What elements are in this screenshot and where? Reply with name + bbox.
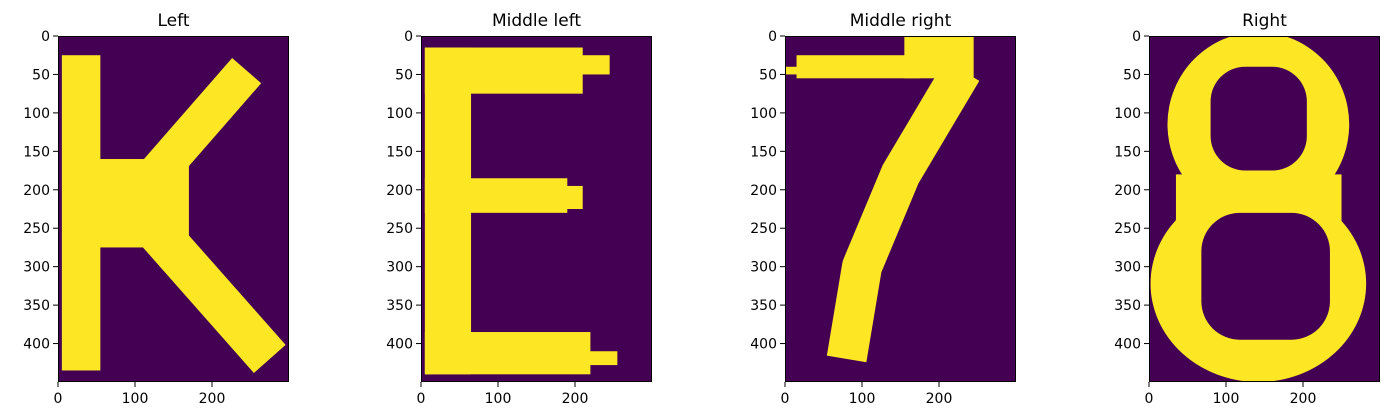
y-tick-label: 50	[395, 67, 413, 83]
y-tick-label: 350	[750, 298, 777, 314]
glyph-hole	[1210, 66, 1307, 171]
x-tick-label: 100	[1213, 391, 1240, 407]
glyph-stroke	[138, 214, 286, 373]
panel-3: Middle right 0 50 100 150 200 250 300 350 400 0 100…	[750, 11, 1016, 407]
x-tick-label: 200	[562, 391, 589, 407]
x-tick-label: 0	[54, 391, 63, 407]
glyph-8	[1150, 36, 1367, 382]
glyph-stroke	[551, 185, 583, 209]
x-tick-label: 200	[926, 391, 953, 407]
glyph-K	[61, 55, 286, 373]
y-tick-label: 100	[386, 106, 413, 122]
y-tick-label: 300	[750, 260, 777, 276]
glyph-stroke	[826, 60, 980, 363]
x-tick-label: 200	[1290, 391, 1317, 407]
panel-2: Middle left 0 50 100 150 200 250 300 350 400 0 100 2…	[386, 11, 652, 407]
y-tick-label: 350	[23, 298, 50, 314]
y-tick-label: 0	[1132, 29, 1141, 45]
glyph-stroke	[796, 55, 920, 79]
axes-frame	[785, 36, 1016, 382]
glyph-7	[785, 36, 980, 363]
chart-title: Middle right	[850, 11, 952, 31]
axes-frame	[58, 36, 289, 382]
panel-1: Left 0 50 100 150 200 250 300 350 400 0 100 200	[23, 11, 289, 407]
y-tick-label: 400	[386, 337, 413, 353]
axes-frame	[1149, 36, 1380, 382]
y-tick-label: 50	[759, 67, 777, 83]
glyph-stroke	[536, 55, 610, 75]
glyph-stroke	[128, 57, 262, 203]
y-tick-label: 50	[32, 67, 50, 83]
y-tick-label: 150	[23, 144, 50, 160]
y-tick-label: 0	[41, 29, 50, 45]
y-tick-label: 400	[750, 337, 777, 353]
glyph-E	[424, 47, 618, 375]
y-tick-label: 400	[1114, 337, 1141, 353]
x-tick-label: 0	[417, 391, 426, 407]
glyph-hole	[1201, 212, 1330, 340]
y-tick-label: 150	[1114, 144, 1141, 160]
y-tick-label: 250	[23, 221, 50, 237]
chart-title: Middle left	[492, 11, 581, 31]
y-tick-label: 200	[23, 183, 50, 199]
y-tick-label: 200	[750, 183, 777, 199]
y-tick-label: 200	[386, 183, 413, 199]
x-tick-label: 0	[781, 391, 790, 407]
y-tick-label: 100	[750, 106, 777, 122]
y-tick-label: 350	[386, 298, 413, 314]
y-tick-label: 300	[1114, 260, 1141, 276]
y-tick-label: 350	[1114, 298, 1141, 314]
chart-title: Left	[158, 11, 190, 31]
y-tick-label: 250	[750, 221, 777, 237]
x-tick-label: 100	[122, 391, 149, 407]
y-tick-label: 250	[386, 221, 413, 237]
y-tick-label: 300	[23, 260, 50, 276]
axes-frame	[421, 36, 652, 382]
y-tick-label: 300	[386, 260, 413, 276]
glyph-stroke	[424, 178, 568, 213]
x-tick-label: 100	[485, 391, 512, 407]
y-tick-label: 150	[750, 144, 777, 160]
y-tick-label: 100	[1114, 106, 1141, 122]
y-tick-label: 0	[768, 29, 777, 45]
y-tick-label: 50	[1123, 67, 1141, 83]
x-tick-label: 0	[1145, 391, 1154, 407]
y-tick-label: 200	[1114, 183, 1141, 199]
y-tick-label: 100	[23, 106, 50, 122]
y-tick-label: 150	[386, 144, 413, 160]
chart-title: Right	[1242, 11, 1287, 31]
y-tick-label: 400	[23, 337, 50, 353]
y-tick-label: 0	[404, 29, 413, 45]
x-tick-label: 200	[199, 391, 226, 407]
glyph-stroke	[559, 351, 618, 366]
y-tick-label: 250	[1114, 221, 1141, 237]
x-tick-label: 100	[849, 391, 876, 407]
panel-4: Right 0 50 100 150 200 250 300 350 400 0 100 200	[1114, 11, 1380, 407]
